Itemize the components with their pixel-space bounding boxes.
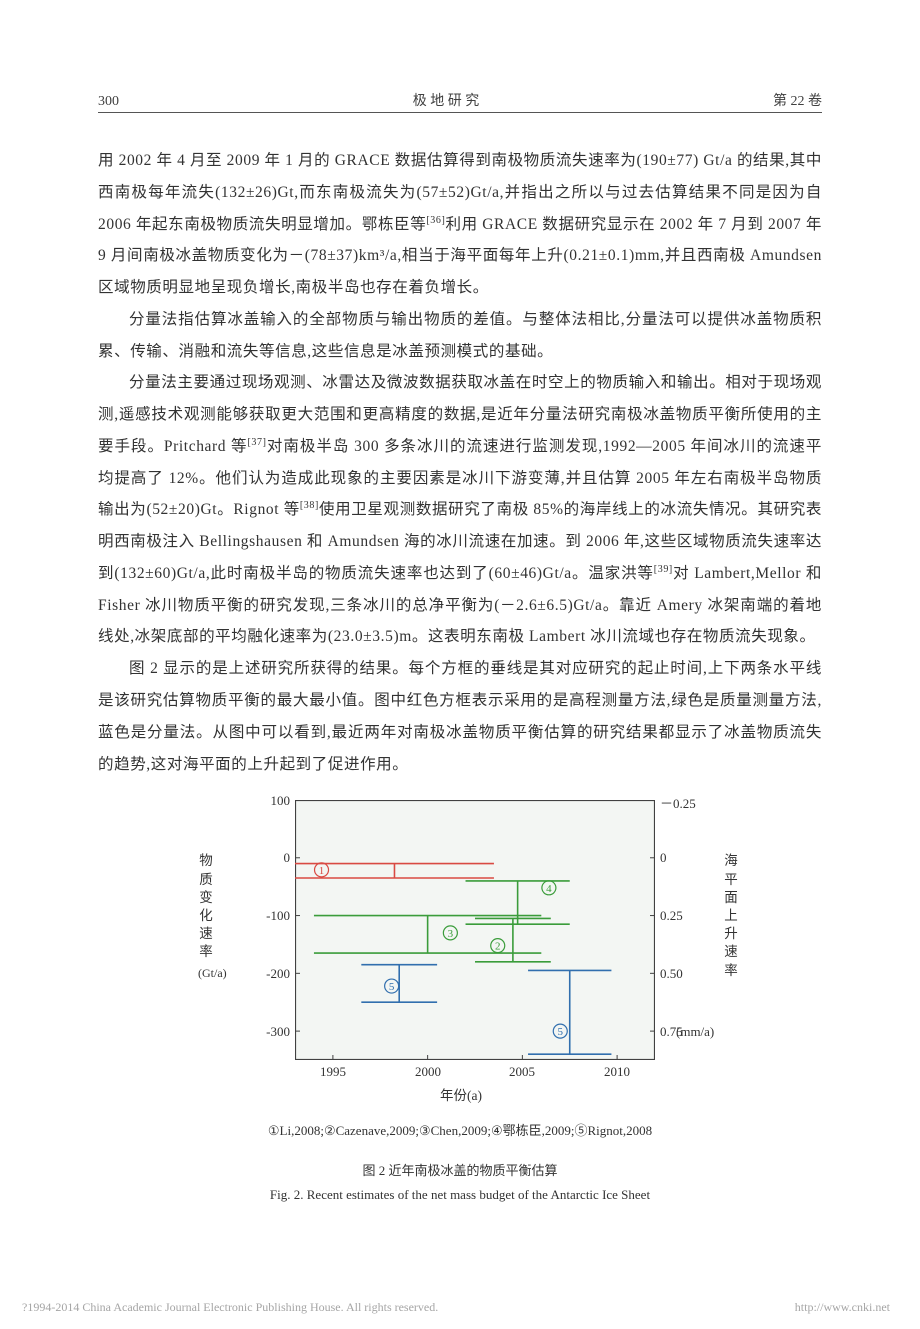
ytick-right-unit: (mm/a) bbox=[676, 1024, 731, 1040]
ytick-left-0: 0 bbox=[240, 850, 290, 866]
paragraph-2: 分量法指估算冰盖输入的全部物质与输出物质的差值。与整体法相比,分量法可以提供冰盖… bbox=[98, 304, 822, 368]
ytick-left-100: 100 bbox=[240, 793, 290, 809]
y-axis-left-label: 物质变化速率 (Gt/a) bbox=[198, 852, 214, 980]
svg-text:4: 4 bbox=[546, 883, 552, 895]
svg-text:2: 2 bbox=[495, 941, 501, 953]
chart-svg: 1 2 3 4 5 5 bbox=[295, 800, 655, 1060]
chart-area: 物质变化速率 (Gt/a) 海平面上升速率 100 0 -100 -200 -3… bbox=[180, 790, 740, 1110]
body-text: 用 2002 年 4 月至 2009 年 1 月的 GRACE 数据估算得到南极… bbox=[98, 145, 822, 780]
running-header: 300 极 地 研 究 第 22 卷 bbox=[98, 90, 822, 113]
xtick-2005: 2005 bbox=[502, 1064, 542, 1080]
caption-chinese: 图 2 近年南极冰盖的物质平衡估算 bbox=[270, 1159, 650, 1182]
ytick-right-1: 0 bbox=[660, 850, 715, 866]
citation-38: [38] bbox=[300, 500, 319, 511]
figure-2: 物质变化速率 (Gt/a) 海平面上升速率 100 0 -100 -200 -3… bbox=[98, 790, 822, 1206]
ytick-right-2: 0.25 bbox=[660, 908, 715, 924]
citation-39: [39] bbox=[654, 564, 673, 575]
citation-37: [37] bbox=[247, 437, 266, 448]
svg-text:3: 3 bbox=[448, 928, 454, 940]
xtick-2010: 2010 bbox=[597, 1064, 637, 1080]
xtick-1995: 1995 bbox=[313, 1064, 353, 1080]
paragraph-1: 用 2002 年 4 月至 2009 年 1 月的 GRACE 数据估算得到南极… bbox=[98, 145, 822, 304]
chart-plot: 1 2 3 4 5 5 bbox=[295, 800, 655, 1060]
ytick-left-n200: -200 bbox=[240, 966, 290, 982]
y-axis-right-label: 海平面上升速率 bbox=[722, 852, 740, 980]
page-footer: ?1994-2014 China Academic Journal Electr… bbox=[0, 1300, 920, 1315]
footer-copyright: ?1994-2014 China Academic Journal Electr… bbox=[22, 1300, 438, 1315]
page-container: 300 极 地 研 究 第 22 卷 用 2002 年 4 月至 2009 年 … bbox=[0, 0, 920, 1246]
figure-legend: ①Li,2008;②Cazenave,2009;③Chen,2009;④鄂栋臣,… bbox=[268, 1120, 652, 1139]
ytick-right-3: 0.50 bbox=[660, 966, 715, 982]
figure-caption: 图 2 近年南极冰盖的物质平衡估算 Fig. 2. Recent estimat… bbox=[270, 1159, 650, 1206]
ytick-left-n300: -300 bbox=[240, 1024, 290, 1040]
footer-url: http://www.cnki.net bbox=[795, 1300, 890, 1315]
svg-text:5: 5 bbox=[389, 981, 395, 993]
ytick-right-0: －0.25 bbox=[660, 793, 715, 812]
journal-title: 极 地 研 究 bbox=[413, 90, 480, 110]
volume: 第 22 卷 bbox=[773, 90, 822, 110]
svg-text:5: 5 bbox=[558, 1026, 564, 1038]
xtick-2000: 2000 bbox=[408, 1064, 448, 1080]
caption-english: Fig. 2. Recent estimates of the net mass… bbox=[270, 1183, 650, 1206]
paragraph-3: 分量法主要通过现场观测、冰雷达及微波数据获取冰盖在时空上的物质输入和输出。相对于… bbox=[98, 367, 822, 653]
x-axis-label: 年份(a) bbox=[440, 1084, 482, 1104]
ytick-left-n100: -100 bbox=[240, 908, 290, 924]
paragraph-4: 图 2 显示的是上述研究所获得的结果。每个方框的垂线是其对应研究的起止时间,上下… bbox=[98, 653, 822, 780]
svg-text:1: 1 bbox=[319, 865, 325, 877]
ylabel-right-text: 海平面上升速率 bbox=[724, 853, 738, 977]
citation-36: [36] bbox=[426, 214, 445, 225]
ylabel-left-text: 物质变化速率 bbox=[199, 853, 213, 959]
ylabel-left-unit: (Gt/a) bbox=[198, 966, 214, 980]
page-number: 300 bbox=[98, 94, 119, 110]
